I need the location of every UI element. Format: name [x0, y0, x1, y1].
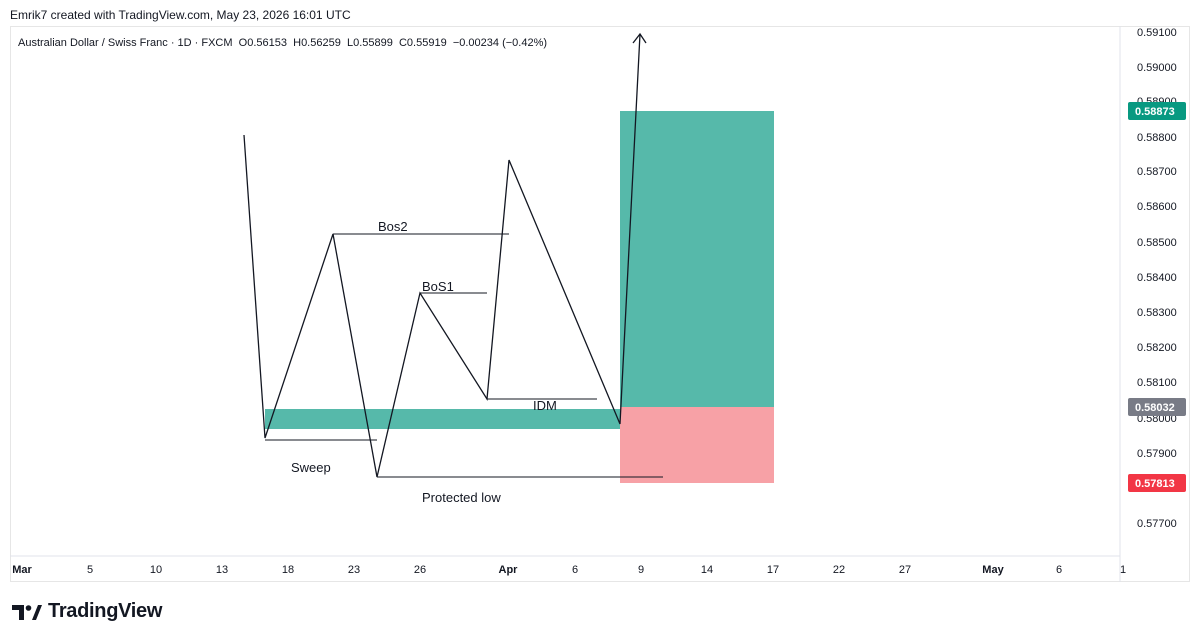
price-tick-label: 0.58100 [1137, 377, 1177, 389]
bos2-label: Bos2 [378, 219, 408, 234]
price-tick-label: 0.57900 [1137, 448, 1177, 460]
time-axis[interactable]: Mar 5 10 13 18 23 26 Apr 6 9 14 17 22 27 May 6 1 [12, 564, 1126, 576]
chart-frame[interactable] [10, 26, 1190, 582]
time-tick-label: 13 [216, 564, 228, 576]
price-badge: 0.57813 [1128, 474, 1186, 492]
time-tick-label: Apr [499, 564, 519, 576]
time-tick-label: 26 [414, 564, 426, 576]
price-tick-label: 0.58400 [1137, 272, 1177, 284]
tradingview-logo-icon [12, 604, 42, 620]
chart-credit: Emrik7 created with TradingView.com, May… [10, 8, 351, 22]
price-tick-label: 0.58700 [1137, 166, 1177, 178]
position-stop-zone[interactable] [620, 407, 774, 483]
price-badge: 0.58032 [1128, 398, 1186, 416]
position-profit-zone[interactable] [620, 111, 774, 407]
time-tick-label: 9 [638, 564, 644, 576]
symbol-legend[interactable]: Australian Dollar / Swiss Franc · 1D · F… [18, 37, 547, 49]
price-tick-label: 0.57700 [1137, 518, 1177, 530]
price-tick-label: 0.58800 [1137, 132, 1177, 144]
time-tick-label: 23 [348, 564, 360, 576]
price-badge-label: 0.57813 [1135, 478, 1175, 490]
time-tick-label: 1 [1120, 564, 1126, 576]
time-tick-label: 27 [899, 564, 911, 576]
legend-open: O0.56153 [238, 37, 287, 49]
legend-change: −0.00234 (−0.42%) [452, 37, 548, 49]
brand-name: TradingView [48, 600, 163, 622]
time-tick-label: 6 [1056, 564, 1062, 576]
time-tick-label: 18 [282, 564, 294, 576]
price-tick-label: 0.58500 [1137, 237, 1177, 249]
time-tick-label: 10 [150, 564, 162, 576]
legend-high: H0.56259 [293, 37, 341, 49]
time-tick-label: Mar [12, 564, 32, 576]
price-tick-label: 0.58300 [1137, 307, 1177, 319]
demand-zone[interactable] [265, 409, 620, 429]
time-tick-label: May [982, 564, 1004, 576]
time-tick-label: 14 [701, 564, 713, 576]
price-axis[interactable]: 0.591000.590000.589000.588000.587000.586… [1137, 27, 1177, 530]
price-badges: 0.58873 0.58032 0.57813 [1128, 102, 1186, 492]
price-tick-label: 0.58200 [1137, 342, 1177, 354]
price-tick-label: 0.58600 [1137, 201, 1177, 213]
arrow-head-icon [632, 32, 647, 44]
price-badge: 0.58873 [1128, 102, 1186, 120]
time-tick-label: 17 [767, 564, 779, 576]
legend-close: C0.55919 [398, 37, 447, 49]
sweep-label: Sweep [291, 460, 331, 475]
idm-label: IDM [533, 398, 557, 413]
price-badge-label: 0.58032 [1135, 402, 1175, 414]
time-tick-label: 5 [87, 564, 93, 576]
price-tick-label: 0.59000 [1137, 62, 1177, 74]
protected-low-label: Protected low [422, 490, 501, 505]
tradingview-brand[interactable]: TradingView [12, 600, 162, 623]
time-tick-label: 22 [833, 564, 845, 576]
bos1-label: BoS1 [422, 279, 454, 294]
price-tick-label: 0.59100 [1137, 27, 1177, 39]
legend-low: L0.55899 [346, 37, 393, 49]
price-badge-label: 0.58873 [1135, 106, 1175, 118]
legend-symbol: Australian Dollar / Swiss Franc · 1D · F… [18, 37, 233, 49]
time-tick-label: 6 [572, 564, 578, 576]
